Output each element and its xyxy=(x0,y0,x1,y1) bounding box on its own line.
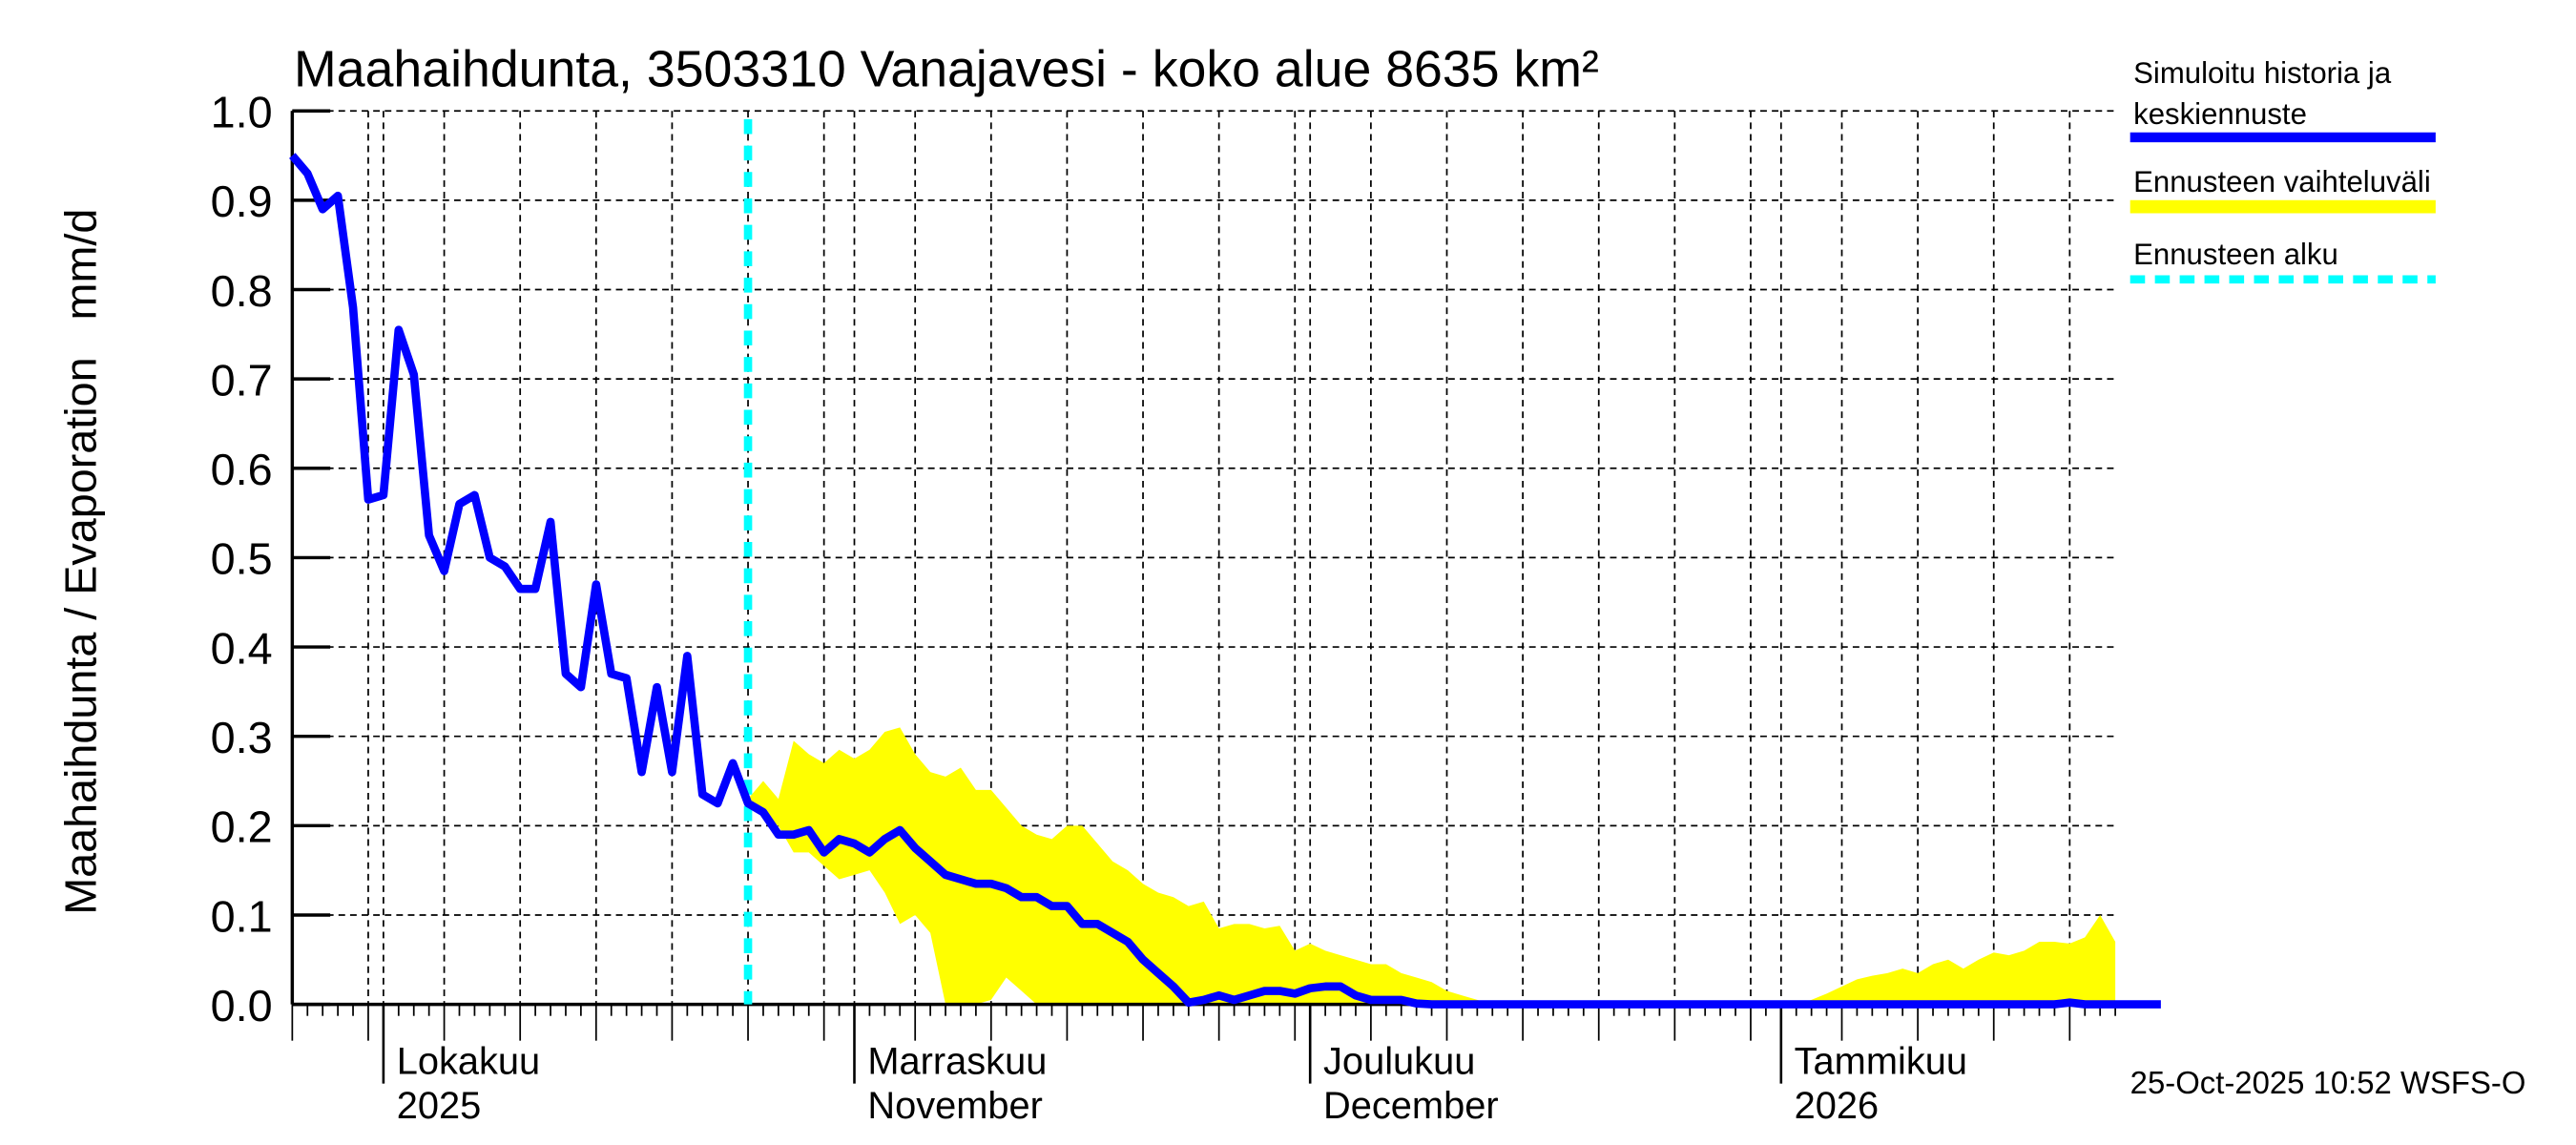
y-tick-label: 0.0 xyxy=(211,981,273,1030)
y-tick-label: 0.1 xyxy=(211,891,273,941)
y-axis-label: Maahaihdunta / Evaporation mm/d xyxy=(55,209,105,915)
forecast-range-area xyxy=(748,727,2116,1005)
y-tick-label: 0.3 xyxy=(211,713,273,762)
footer-timestamp: 25-Oct-2025 10:52 WSFS-O xyxy=(2130,1065,2526,1100)
x-year-label: 2026 xyxy=(1795,1085,1880,1127)
grid xyxy=(291,110,2116,1005)
x-month-label: Joulukuu xyxy=(1323,1040,1475,1082)
x-year-label: 2025 xyxy=(397,1085,482,1127)
legend-label: Ennusteen alku xyxy=(2133,238,2338,271)
axis-labels: 0.0 0.1 0.2 0.3 0.4 0.5 0.6 0.7 0.8 0.9 1.0 Lokakuu… xyxy=(211,88,1967,1127)
x-month-label: Marraskuu xyxy=(867,1040,1047,1082)
x-month-label: Lokakuu xyxy=(397,1040,540,1082)
legend: Simuloitu historia ja keskiennuste Ennuste… xyxy=(2129,56,2436,284)
simulated-median-line xyxy=(289,153,2161,1009)
x-year-label: December xyxy=(1323,1085,1499,1127)
x-month-label: Tammikuu xyxy=(1795,1040,1967,1082)
legend-label: Ennusteen vaihteluväli xyxy=(2133,165,2431,198)
y-tick-label: 1.0 xyxy=(211,88,273,137)
forecast-range-band xyxy=(748,727,2116,1005)
chart-title: Maahaihdunta, 3503310 Vanajavesi - koko … xyxy=(294,40,1599,97)
x-year-label: November xyxy=(867,1085,1043,1127)
y-tick-label: 0.5 xyxy=(211,534,273,584)
y-tick-label: 0.7 xyxy=(211,355,273,405)
y-tick-label: 0.9 xyxy=(211,177,273,226)
y-tick-label: 0.2 xyxy=(211,802,273,852)
y-tick-label: 0.6 xyxy=(211,445,273,494)
legend-label: keskiennuste xyxy=(2133,97,2307,131)
series-marks xyxy=(289,118,2162,1009)
y-tick-label: 0.4 xyxy=(211,623,273,673)
legend-label: Simuloitu historia ja xyxy=(2133,56,2392,90)
y-tick-label: 0.8 xyxy=(211,266,273,316)
